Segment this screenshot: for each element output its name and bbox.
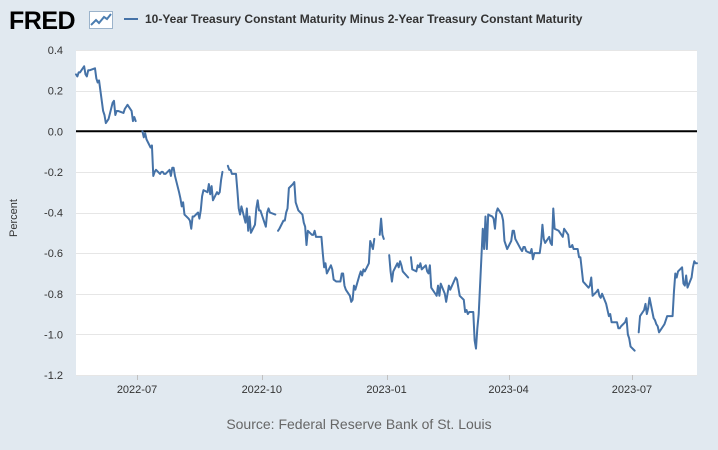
x-tick-label: 2023-01 [366,384,406,396]
x-tick-label: 2023-04 [488,384,528,396]
x-axis-ticks: 2022-07 2022-10 2023-01 2023-04 2023-07 [117,375,652,396]
series-line-segment [141,130,224,230]
y-tick-label: -0.6 [44,248,63,260]
series-line-segment [637,260,698,334]
legend-label: 10-Year Treasury Constant Maturity Minus… [145,12,583,26]
x-tick-label: 2022-10 [242,384,282,396]
series-line-segment [75,65,137,125]
chart-header: FRED 10-Year Treasury Constant Maturity … [0,0,718,40]
y-tick-label: -0.8 [44,289,63,301]
y-tick-label: -0.2 [44,167,63,179]
y-tick-label: -0.4 [44,208,63,220]
grid-lines [76,50,697,376]
plot-area [76,50,697,375]
y-axis-ticks: 0.4 0.2 0.0 -0.2 -0.4 -0.6 -0.8 -1.0 -1.2 [44,45,63,382]
y-tick-label: 0.4 [48,45,63,57]
y-tick-label: 0.2 [48,86,63,98]
fred-logo[interactable]: FRED [9,7,76,35]
series-line-segment [409,207,636,352]
trend-line-icon [89,11,113,29]
x-tick-label: 2023-07 [612,384,652,396]
data-series [75,65,698,352]
series-line-segment [226,164,277,234]
series-line-segment [277,181,376,303]
legend-swatch [124,18,138,20]
y-tick-label: 0.0 [48,126,63,138]
series-line-segment [378,217,385,240]
y-tick-label: -1.0 [44,329,63,341]
y-tick-label: -1.2 [44,370,63,382]
series-line-segment [388,254,410,283]
x-tick-label: 2022-07 [117,384,157,396]
source-note[interactable]: Source: Federal Reserve Bank of St. Loui… [226,416,492,432]
